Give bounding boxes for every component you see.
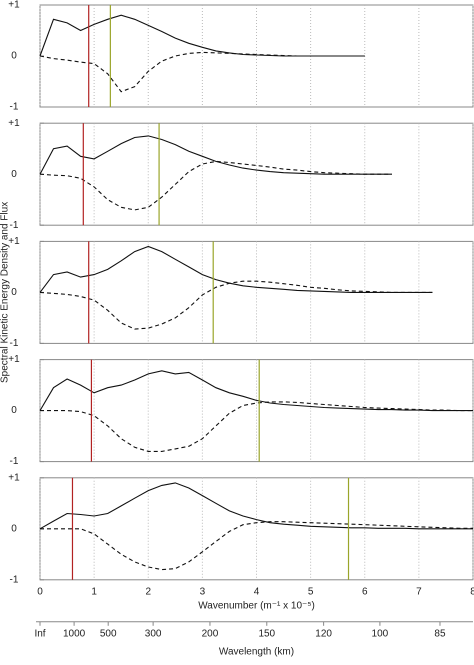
x2-tick-label: Inf [34, 628, 45, 639]
x-tick-label: 7 [416, 586, 422, 597]
x-axis-label: Wavenumber (m⁻¹ x 10⁻⁵) [198, 600, 315, 611]
y-tick-label: 0 [11, 523, 17, 534]
flux-line [39, 160, 392, 211]
y-tick-label: 0 [11, 287, 17, 298]
x-tick-label: 3 [200, 586, 206, 597]
energy-line [39, 135, 392, 175]
flux-line [40, 521, 473, 571]
y-tick-label: -1 [10, 220, 19, 231]
y-tick-label: +1 [8, 236, 20, 247]
y-tick-label: +1 [8, 118, 20, 129]
x2-tick-label: 85 [434, 628, 446, 639]
energy-line [39, 482, 473, 530]
x2-tick-label: 300 [145, 628, 162, 639]
energy-line [39, 245, 433, 293]
y-tick-label: +1 [8, 354, 20, 365]
x2-tick-label: 500 [100, 628, 117, 639]
y-tick-label: 0 [11, 51, 17, 62]
y-tick-label: +1 [8, 0, 20, 11]
x-tick-label: 0 [37, 586, 43, 597]
x2-tick-label: 120 [315, 628, 332, 639]
x-tick-label: 8 [470, 586, 474, 597]
x2-axis-label: Wavelength (km) [219, 646, 294, 657]
y-tick-label: 0 [11, 405, 17, 416]
x2-tick-label: 1000 [63, 628, 86, 639]
flux-line [40, 401, 473, 452]
x2-tick-label: 100 [372, 628, 389, 639]
y-tick-label: -1 [10, 456, 19, 467]
flux-line [39, 51, 365, 93]
x-tick-label: 6 [362, 586, 368, 597]
x-tick-label: 5 [308, 586, 314, 597]
y-axis-label: Spectral Kinetic Energy Density and Flux [0, 202, 11, 383]
y-tick-label: 0 [11, 169, 17, 180]
y-tick-label: -1 [10, 102, 19, 113]
x-tick-label: 2 [145, 586, 151, 597]
y-tick-label: +1 [8, 472, 20, 483]
y-tick-label: -1 [10, 338, 19, 349]
x2-tick-label: 200 [202, 628, 219, 639]
x2-tick-label: 150 [258, 628, 275, 639]
energy-line [39, 370, 473, 412]
flux-line [39, 280, 433, 330]
x-tick-label: 4 [254, 586, 260, 597]
y-tick-label: -1 [10, 574, 19, 585]
x-tick-label: 1 [91, 586, 97, 597]
